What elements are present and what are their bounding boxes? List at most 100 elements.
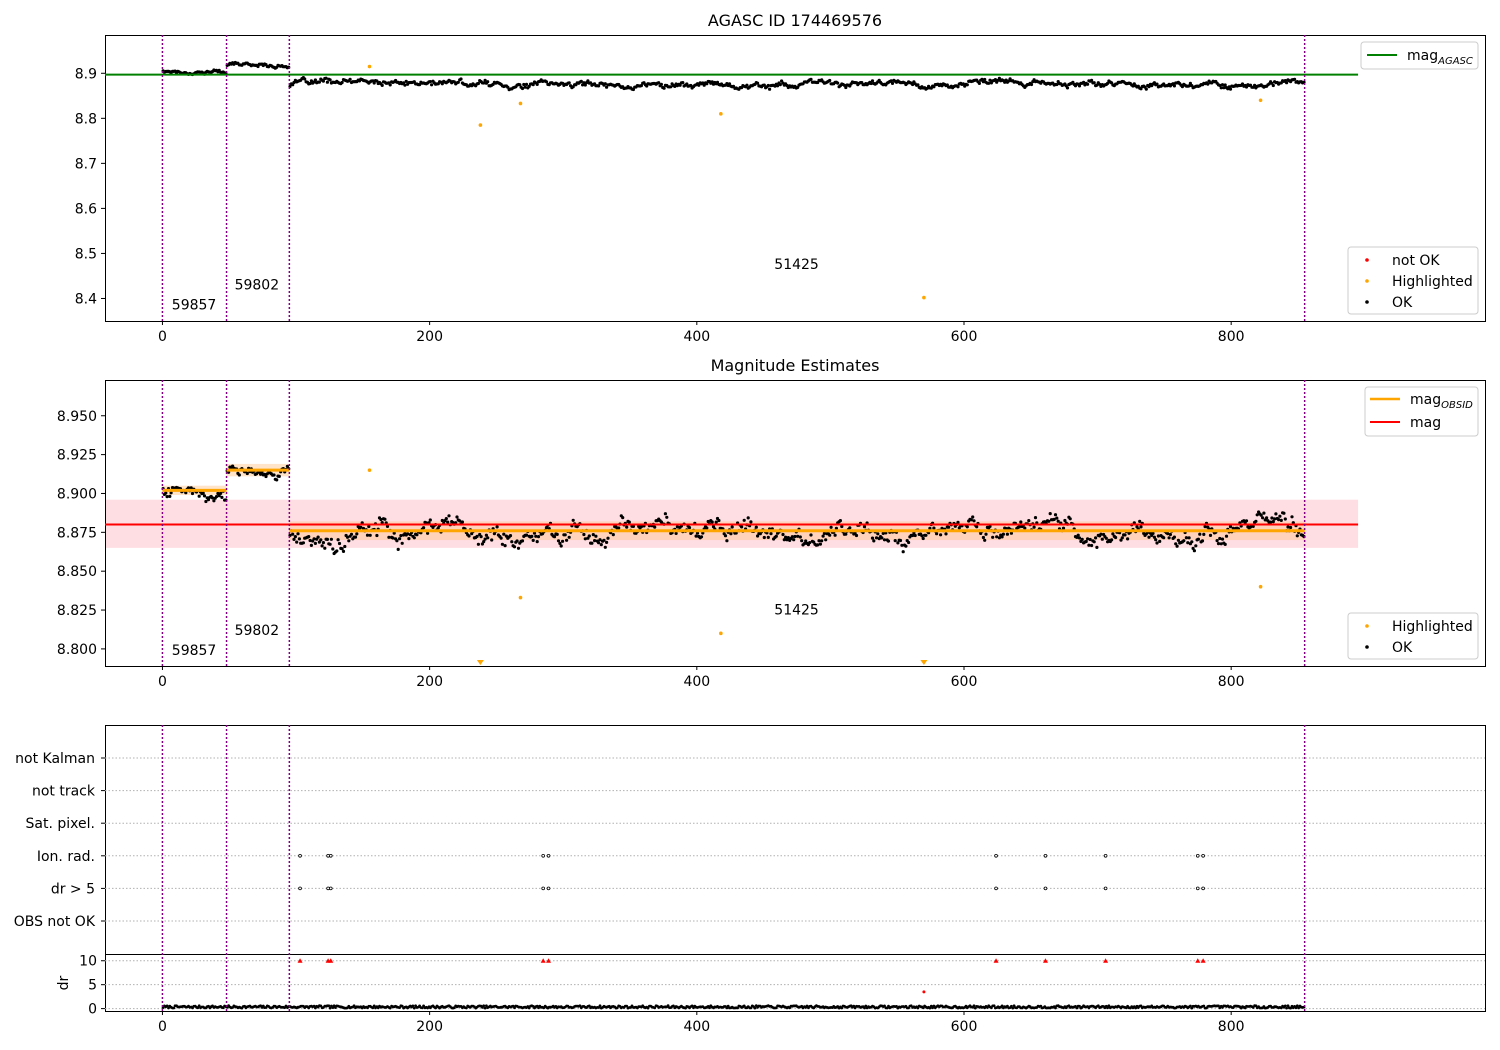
ok-point [756,534,760,538]
dr-point [916,1006,920,1010]
ok-point [1076,533,1080,537]
flag-point [1043,886,1048,891]
ok-point [446,520,450,524]
ok-point [563,533,567,537]
ok-point [1216,542,1221,546]
ok-point [515,539,519,543]
ok-point [1005,532,1010,536]
ok-point [341,549,346,554]
ok-point [901,550,905,554]
ok-point [490,538,494,542]
ok-point [415,533,419,537]
ok-point [916,83,920,87]
ok-point [659,82,664,86]
ok-point [935,532,939,536]
highlighted-point [1258,584,1263,589]
flag-point [1103,886,1108,891]
dr-clipped-marker [993,958,999,963]
dr-clipped-marker [297,958,303,963]
ok-point [706,519,710,524]
dr-outlier-point [922,990,926,994]
ok-point [1092,81,1096,85]
x-tick-label: 400 [683,1019,710,1035]
ok-point [1192,549,1196,553]
ok-point [1032,525,1036,529]
dr-clipped-marker [1103,958,1109,963]
ok-point [1162,536,1166,540]
ok-point [862,525,867,529]
ok-point [876,532,880,536]
ok-point [1155,541,1159,545]
ok-point [983,538,987,542]
ok-point [582,81,586,85]
ok-point [603,545,607,549]
ok-point [1218,83,1222,87]
ok-point [1175,544,1179,548]
ok-point [186,486,191,490]
ok-point [164,491,168,495]
dr-axis-label: dr [56,975,72,990]
ok-point [1182,539,1186,543]
ok-point [343,544,347,549]
offscale-marker [476,660,484,665]
ok-point [1176,538,1180,542]
ok-point [768,87,772,91]
ok-point [800,539,804,543]
ok-point [1092,540,1096,544]
ok-point [347,539,351,543]
panel-3-plot-area [105,725,1486,1012]
flag-row-label: not Kalman [15,751,95,767]
panel-1-plot-area [105,35,1486,322]
ok-point [627,520,631,524]
ok-point [206,498,211,502]
panel-1-title: AGASC ID 174469576 [708,11,882,30]
ok-point [1082,80,1086,84]
ok-point [571,518,575,522]
ok-point [531,83,535,87]
ok-point [898,538,903,543]
ok-point [1048,511,1052,516]
ok-point [778,83,782,87]
ok-point [1259,513,1263,517]
ok-point [316,535,320,539]
ok-point [210,496,215,500]
ok-point [793,534,797,539]
ok-point [544,526,549,530]
ok-point [398,537,402,541]
dr-point [172,1006,176,1010]
ok-point [717,518,721,523]
ok-point [1279,518,1283,523]
ok-point [669,85,673,89]
ok-point [886,539,891,543]
ok-point [965,525,969,529]
x-tick-label: 0 [158,674,167,690]
ok-point [1194,544,1198,548]
ok-point [293,535,297,539]
ok-point [745,83,749,87]
ok-point [1203,525,1207,529]
panel-2-legend-bottom: Highlighted OK [1347,612,1479,660]
ok-point [476,81,480,86]
ok-point [1147,535,1151,539]
ok-point [387,535,391,539]
ok-point [212,499,216,503]
ok-point [1144,87,1148,91]
ok-point [245,471,249,476]
ok-point [220,495,224,499]
ok-point [854,533,859,538]
ok-point [818,542,823,546]
obsid-label: 59857 [172,298,217,314]
dr-point [1285,1006,1288,1010]
ok-point [317,80,321,84]
ok-point [1158,539,1162,544]
dr-point [1286,1004,1290,1008]
ok-point [1126,537,1130,541]
legend-ok-label: OK [1392,640,1413,656]
ok-point [524,533,529,537]
ok-point [1274,512,1278,516]
ok-point [201,491,205,495]
ok-point [479,535,483,539]
ok-point [939,533,943,537]
ok-point [848,526,852,530]
ok-point [502,532,506,536]
